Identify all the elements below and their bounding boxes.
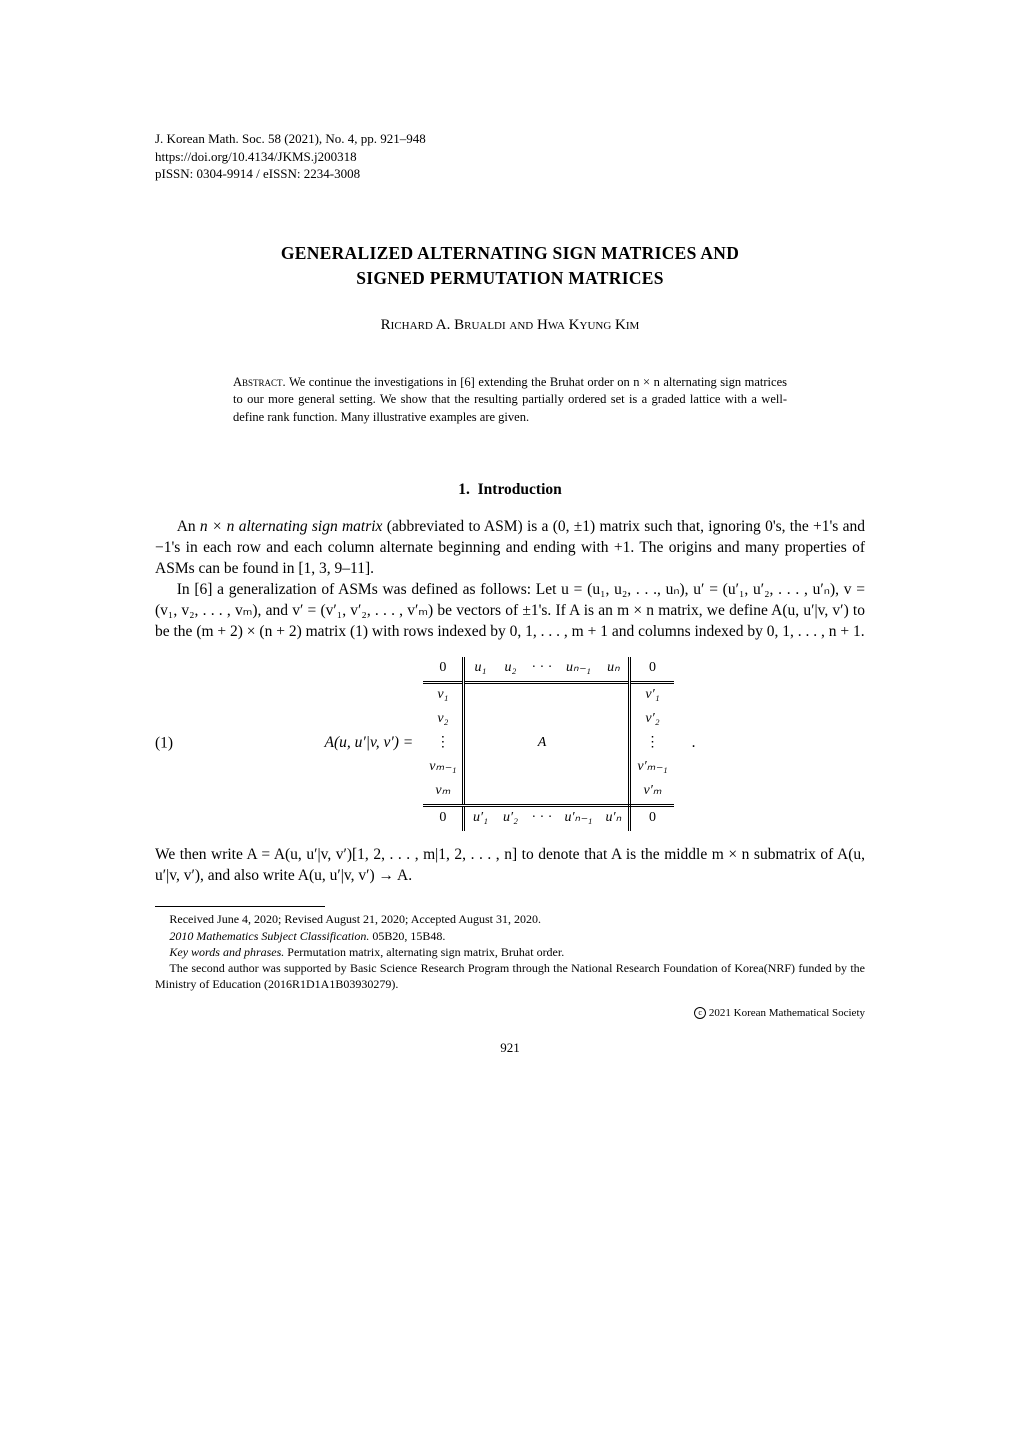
inner-cell [525, 780, 558, 806]
top-u1: u₁ [464, 657, 496, 683]
inner-cell [558, 780, 598, 806]
corner-tl: 0 [423, 657, 464, 683]
msc-codes: 05B20, 15B48. [369, 929, 445, 943]
footnote-received: Received June 4, 2020; Revised August 21… [155, 911, 865, 927]
equation-number: (1) [155, 733, 173, 754]
inner-cell [495, 708, 525, 732]
copyright-text: 2021 Korean Mathematical Society [709, 1007, 865, 1019]
footnote-funding: The second author was supported by Basic… [155, 960, 865, 992]
inner-cell [464, 682, 496, 708]
inner-cell [598, 780, 630, 806]
inner-cell [495, 682, 525, 708]
journal-header: J. Korean Math. Soc. 58 (2021), No. 4, p… [155, 130, 865, 183]
abstract-text: We continue the investigations in [6] ex… [233, 375, 787, 424]
copyright-line: c 2021 Korean Mathematical Society [155, 1006, 865, 1021]
matrix-center-A: A [525, 732, 558, 756]
left-vdots: ⋮ [423, 732, 464, 756]
inner-cell [598, 756, 630, 780]
page-number: 921 [155, 1039, 865, 1057]
section-number: 1. [458, 481, 470, 498]
inner-cell [525, 682, 558, 708]
corner-tr: 0 [630, 657, 674, 683]
inner-cell [464, 780, 496, 806]
footnote-rule [155, 906, 325, 907]
equation-period: . [692, 733, 696, 754]
journal-issn: pISSN: 0304-9914 / eISSN: 2234-3008 [155, 165, 865, 183]
inner-cell [558, 756, 598, 780]
paragraph-2: In [6] a generalization of ASMs was defi… [155, 580, 865, 643]
section-heading: 1. Introduction [155, 480, 865, 501]
inner-cell [464, 756, 496, 780]
section-title: Introduction [478, 481, 562, 498]
copyright-icon: c [694, 1007, 706, 1019]
inner-cell [558, 708, 598, 732]
journal-doi: https://doi.org/10.4134/JKMS.j200318 [155, 148, 865, 166]
inner-cell [558, 682, 598, 708]
inner-cell [598, 708, 630, 732]
keywords-text: Permutation matrix, alternating sign mat… [284, 945, 564, 959]
inner-cell [495, 756, 525, 780]
right-vm1: v′ₘ₋₁ [630, 756, 674, 780]
right-vm: v′ₘ [630, 780, 674, 806]
footnote-keywords: Key words and phrases. Permutation matri… [155, 944, 865, 960]
inner-cell [495, 732, 525, 756]
p1-term: n × n alternating sign matrix [200, 518, 383, 535]
top-un: uₙ [598, 657, 630, 683]
bot-un1: u′ₙ₋₁ [558, 805, 598, 831]
right-vdots: ⋮ [630, 732, 674, 756]
footnotes: Received June 4, 2020; Revised August 21… [155, 911, 865, 992]
inner-cell [598, 682, 630, 708]
title-line-1: GENERALIZED ALTERNATING SIGN MATRICES AN… [155, 241, 865, 266]
corner-br: 0 [630, 805, 674, 831]
left-vm1: vₘ₋₁ [423, 756, 464, 780]
abstract-label: Abstract. [233, 375, 286, 389]
equation-lhs: A(u, u′|v, v′) = [324, 733, 413, 754]
top-dots: · · · [525, 657, 558, 683]
left-vm: vₘ [423, 780, 464, 806]
top-u2: u₂ [495, 657, 525, 683]
paragraph-1: An n × n alternating sign matrix (abbrev… [155, 517, 865, 580]
abstract: Abstract. We continue the investigations… [233, 374, 787, 427]
inner-cell [598, 732, 630, 756]
bot-un: u′ₙ [598, 805, 630, 831]
paragraph-3: We then write A = A(u, u′|v, v′)[1, 2, .… [155, 845, 865, 887]
bot-u1: u′₁ [464, 805, 496, 831]
msc-label: 2010 Mathematics Subject Classification. [169, 929, 369, 943]
inner-cell [464, 732, 496, 756]
inner-cell [495, 780, 525, 806]
right-v2: v′₂ [630, 708, 674, 732]
bot-u2: u′₂ [495, 805, 525, 831]
left-v2: v₂ [423, 708, 464, 732]
equation-1: (1) A(u, u′|v, v′) = 0 u₁ u₂ · · · uₙ₋₁ … [155, 657, 865, 831]
bot-dots: · · · [525, 805, 558, 831]
matrix-block: A(u, u′|v, v′) = 0 u₁ u₂ · · · uₙ₋₁ uₙ 0… [324, 657, 695, 831]
right-v1: v′₁ [630, 682, 674, 708]
inner-cell [525, 756, 558, 780]
paper-title: GENERALIZED ALTERNATING SIGN MATRICES AN… [155, 241, 865, 292]
keywords-label: Key words and phrases. [169, 945, 284, 959]
inner-cell [525, 708, 558, 732]
title-line-2: SIGNED PERMUTATION MATRICES [155, 266, 865, 291]
journal-line-1: J. Korean Math. Soc. 58 (2021), No. 4, p… [155, 130, 865, 148]
inner-cell [558, 732, 598, 756]
inner-cell [464, 708, 496, 732]
left-v1: v₁ [423, 682, 464, 708]
p1-lead: An [177, 518, 200, 535]
footnote-msc: 2010 Mathematics Subject Classification.… [155, 928, 865, 944]
authors: Richard A. Brualdi and Hwa Kyung Kim [155, 315, 865, 335]
corner-bl: 0 [423, 805, 464, 831]
top-un1: uₙ₋₁ [558, 657, 598, 683]
bordered-matrix: 0 u₁ u₂ · · · uₙ₋₁ uₙ 0 v₁ v′₁ [423, 657, 673, 831]
